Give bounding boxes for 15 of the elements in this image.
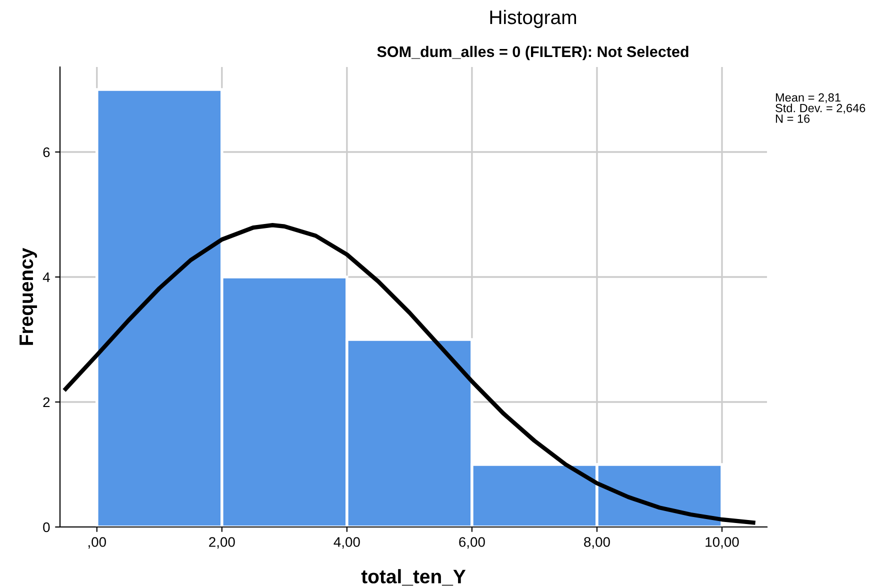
y-tick-label: 2 <box>43 397 50 408</box>
x-tick-label: 10,00 <box>706 537 739 549</box>
x-tick-label: 4,00 <box>334 537 360 549</box>
text: Mean = 2,81 Std. Dev. = 2,646 N = 16 <box>776 93 866 123</box>
y-tick-label: 0 <box>43 522 50 532</box>
chart-subtitle: SOM_dum_alles = 0 (FILTER): Not Selected <box>377 46 688 60</box>
x-tick-label: 6,00 <box>459 537 485 549</box>
x-axis-title: total_ten_Y <box>361 569 466 586</box>
chart-title: Histogram <box>490 10 576 28</box>
x-tick-label: 8,00 <box>584 537 610 549</box>
x-tick-label: ,00 <box>88 537 106 549</box>
x-tick-label: 2,00 <box>209 537 235 549</box>
y-tick-label: 6 <box>43 147 50 158</box>
y-axis-title: Frequency <box>20 248 37 345</box>
y-tick-label: 4 <box>42 272 50 282</box>
